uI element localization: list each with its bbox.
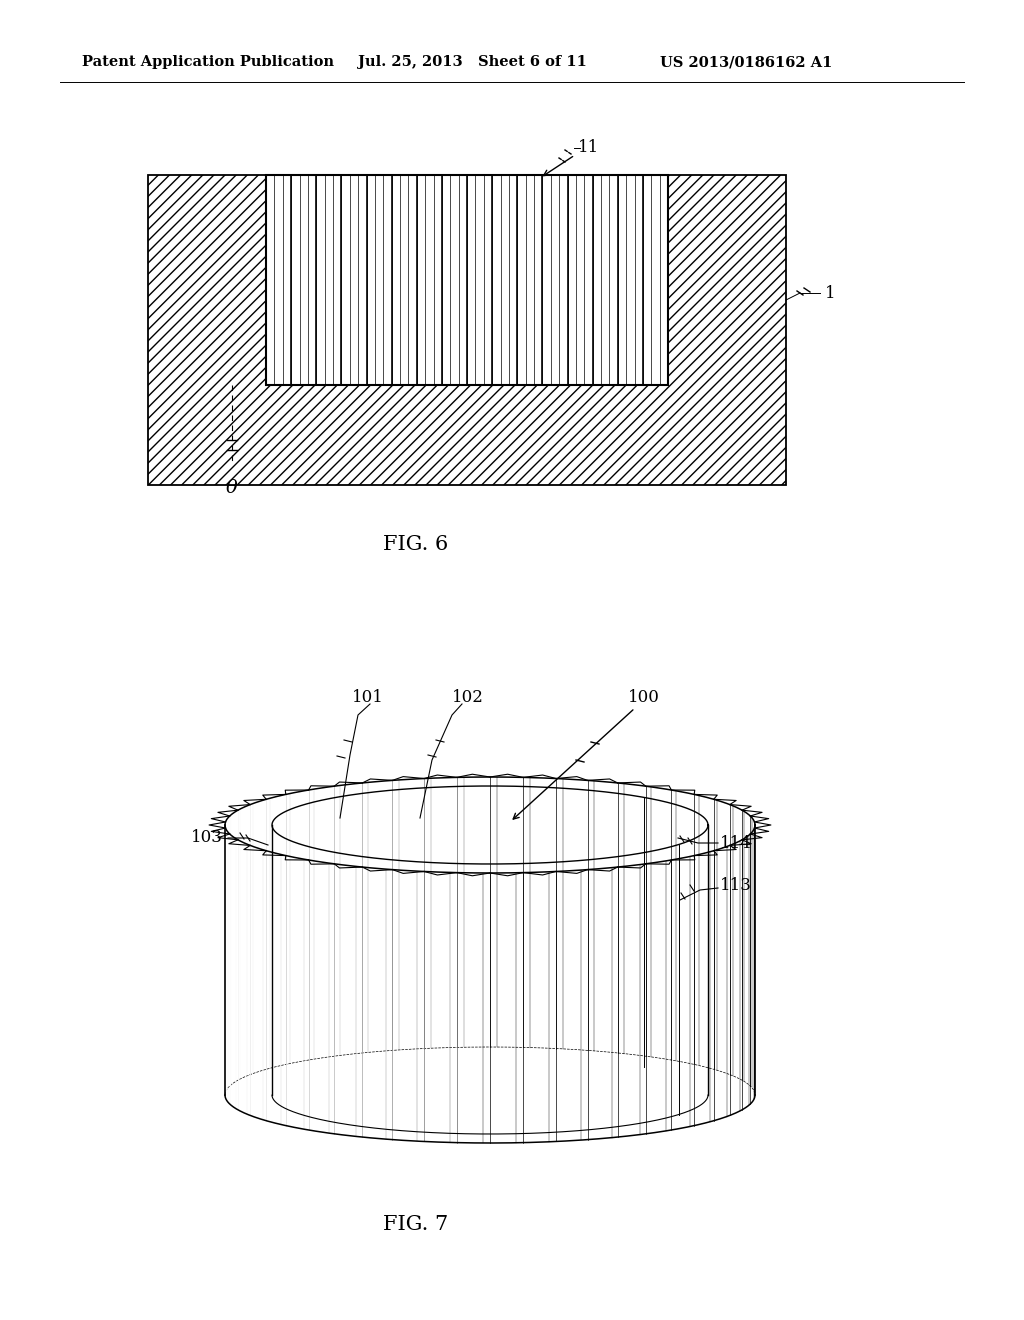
Bar bbox=[148, 176, 786, 484]
Text: Jul. 25, 2013   Sheet 6 of 11: Jul. 25, 2013 Sheet 6 of 11 bbox=[358, 55, 587, 69]
Text: FIG. 7: FIG. 7 bbox=[383, 1216, 449, 1234]
Text: 102: 102 bbox=[452, 689, 484, 705]
Text: 11: 11 bbox=[578, 140, 599, 157]
Text: FIG. 6: FIG. 6 bbox=[383, 536, 449, 554]
Text: 100: 100 bbox=[628, 689, 659, 705]
Text: 1: 1 bbox=[825, 285, 836, 301]
Bar bbox=[148, 176, 786, 484]
Text: 113: 113 bbox=[720, 876, 752, 894]
Text: Patent Application Publication: Patent Application Publication bbox=[82, 55, 334, 69]
Text: 114: 114 bbox=[720, 834, 752, 851]
Bar bbox=[266, 176, 668, 385]
Text: 101: 101 bbox=[352, 689, 384, 705]
Text: 103: 103 bbox=[191, 829, 223, 846]
Bar bbox=[266, 176, 668, 385]
Text: θ: θ bbox=[226, 479, 238, 498]
Text: US 2013/0186162 A1: US 2013/0186162 A1 bbox=[660, 55, 833, 69]
